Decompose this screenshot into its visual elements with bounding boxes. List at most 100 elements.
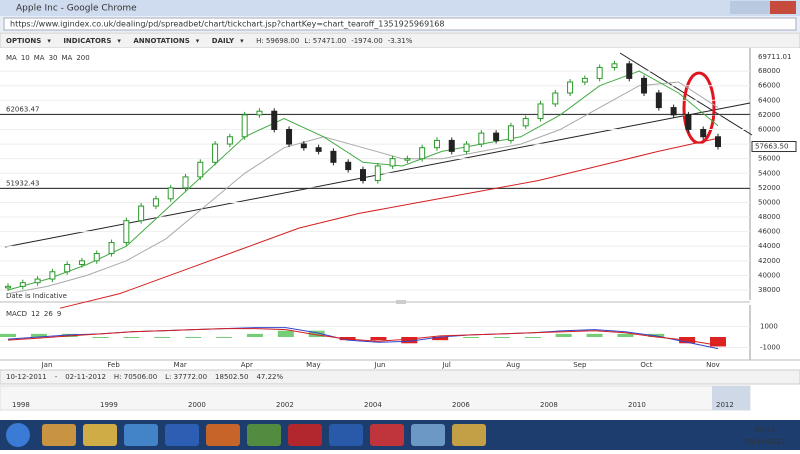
taskbar-app[interactable] — [329, 424, 363, 446]
macd-histogram — [370, 337, 387, 341]
candle — [581, 77, 588, 83]
candle — [286, 128, 293, 145]
taskbar-app[interactable] — [124, 424, 158, 446]
candle — [507, 125, 514, 141]
macd-histogram — [123, 337, 140, 338]
menu-button[interactable]: ANNOTATIONS — [133, 37, 189, 45]
taskbar-app[interactable] — [247, 424, 281, 446]
ma-label: 10 — [21, 54, 30, 62]
candle — [685, 114, 692, 130]
x-tick-label: Nov — [706, 361, 720, 369]
ma-label: 200 — [76, 54, 89, 62]
x-tick-label: May — [306, 361, 320, 369]
taskbar-app[interactable] — [411, 424, 445, 446]
x-tick-label: Feb — [107, 361, 120, 369]
navigator-window[interactable] — [712, 386, 750, 410]
taskbar-app[interactable] — [206, 424, 240, 446]
ma30-line — [7, 81, 719, 295]
y-tick-label: 68000 — [758, 67, 780, 75]
macd-line — [7, 327, 719, 350]
candle — [715, 136, 721, 148]
x-tick-label: Jun — [374, 361, 386, 369]
status-change_pct: 47.22% — [256, 373, 283, 381]
navigator-year: 2002 — [276, 401, 294, 409]
macd-histogram — [216, 337, 233, 338]
macd-histogram — [401, 337, 418, 344]
level-label: 51932.43 — [6, 179, 39, 187]
window-title: Apple Inc - Google Chrome — [16, 4, 137, 14]
macd-histogram — [246, 333, 263, 337]
taskbar-app[interactable] — [83, 424, 117, 446]
y-tick-label: 40000 — [758, 271, 780, 279]
x-tick-label: Mar — [174, 361, 187, 369]
menu-button[interactable]: DAILY — [212, 37, 235, 45]
candle — [670, 107, 677, 116]
candle — [315, 147, 322, 152]
status-from: 10-12-2011 — [6, 373, 47, 381]
y-tick-label: 56000 — [758, 155, 780, 163]
toolbar-change_pct: -3.31% — [388, 37, 413, 45]
menu-button[interactable]: OPTIONS — [6, 37, 41, 45]
candle — [330, 150, 337, 163]
x-tick-label: Sep — [573, 361, 587, 369]
splitter[interactable] — [396, 300, 406, 304]
highlight-ellipse — [682, 71, 716, 145]
dropdown-arrow: ▾ — [117, 37, 121, 45]
macd-histogram — [0, 333, 16, 337]
url-field[interactable] — [3, 17, 797, 31]
close-button[interactable] — [770, 1, 796, 14]
macd-histogram — [617, 333, 634, 337]
macd-histogram — [185, 337, 202, 338]
taskbar-app[interactable] — [288, 424, 322, 446]
high-label: 69711.01 — [758, 53, 791, 61]
y-tick-label: 64000 — [758, 96, 780, 104]
macd-label: 26 — [44, 310, 53, 318]
status-low: L: 37772.00 — [165, 373, 207, 381]
candle — [345, 161, 352, 171]
ma-label: 30 — [49, 54, 58, 62]
navigator-year: 1998 — [12, 401, 30, 409]
candle — [493, 132, 500, 141]
taskbar-app[interactable] — [165, 424, 199, 446]
last-price-box — [751, 141, 797, 153]
taskbar-app[interactable] — [42, 424, 76, 446]
macd-label: 12 — [31, 310, 40, 318]
candle — [522, 118, 529, 127]
y-tick-label: 38000 — [758, 286, 780, 294]
status-change: 18502.50 — [215, 373, 248, 381]
navigator-year: 2000 — [188, 401, 206, 409]
dropdown-arrow: ▾ — [240, 37, 244, 45]
start-button[interactable] — [6, 423, 30, 447]
menu-button[interactable]: INDICATORS — [63, 37, 111, 45]
macd-histogram — [586, 333, 603, 337]
macd-histogram — [493, 337, 510, 338]
y-tick-label: 42000 — [758, 257, 780, 265]
candle — [241, 114, 248, 138]
taskbar-app[interactable] — [370, 424, 404, 446]
macd-histogram — [524, 337, 541, 338]
toolbar-high: H: 59698.00 — [256, 37, 299, 45]
candle — [655, 92, 662, 109]
navigator-year: 2008 — [540, 401, 558, 409]
macd-histogram — [463, 337, 480, 338]
taskbar-app[interactable] — [452, 424, 486, 446]
candle — [537, 103, 544, 120]
macd-tick-label: -1000 — [760, 344, 780, 352]
last-price-label: 57663.50 — [755, 143, 788, 151]
candle — [152, 198, 159, 207]
price-panel — [0, 48, 800, 300]
candle — [463, 143, 470, 152]
macd-histogram — [154, 337, 171, 338]
macd-histogram — [277, 330, 294, 337]
candle — [182, 176, 189, 189]
macd-histogram — [308, 330, 325, 337]
y-tick-label: 50000 — [758, 198, 780, 206]
clock-date: 03/11/2012 — [745, 438, 785, 446]
status-high: H: 70506.00 — [114, 373, 157, 381]
navigator-year: 2012 — [716, 401, 734, 409]
ma-label: MA — [34, 54, 45, 62]
candle — [611, 63, 618, 68]
dropdown-arrow: ▾ — [196, 37, 200, 45]
url: https://www.igindex.co.uk/dealing/pd/spr… — [10, 20, 444, 29]
candle — [167, 187, 174, 200]
